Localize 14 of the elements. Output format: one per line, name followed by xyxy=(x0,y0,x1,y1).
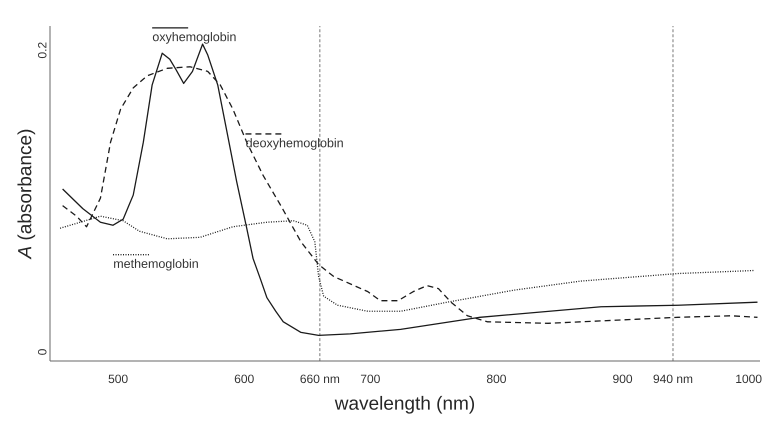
legend-label: oxyhemoglobin xyxy=(152,32,236,44)
legend-label: methemoglobin xyxy=(114,258,198,271)
y-tick-label: 0 xyxy=(38,349,46,355)
x-tick-label: 940 nm xyxy=(654,374,692,384)
x-tick-label: 600 xyxy=(234,374,254,384)
y-axis-title: A (absorbance) xyxy=(17,130,36,260)
x-tick-label: 500 xyxy=(108,374,128,384)
x-tick-label: 800 xyxy=(486,374,506,384)
x-axis-title: wavelength (nm) xyxy=(334,396,474,414)
x-tick-label: 900 xyxy=(613,374,632,384)
x-tick-label: 700 xyxy=(360,374,380,384)
x-tick-label: 660 nm xyxy=(300,374,340,384)
x-tick-label: 1000 xyxy=(736,374,762,384)
y-tick-label: 0.2 xyxy=(38,42,46,58)
